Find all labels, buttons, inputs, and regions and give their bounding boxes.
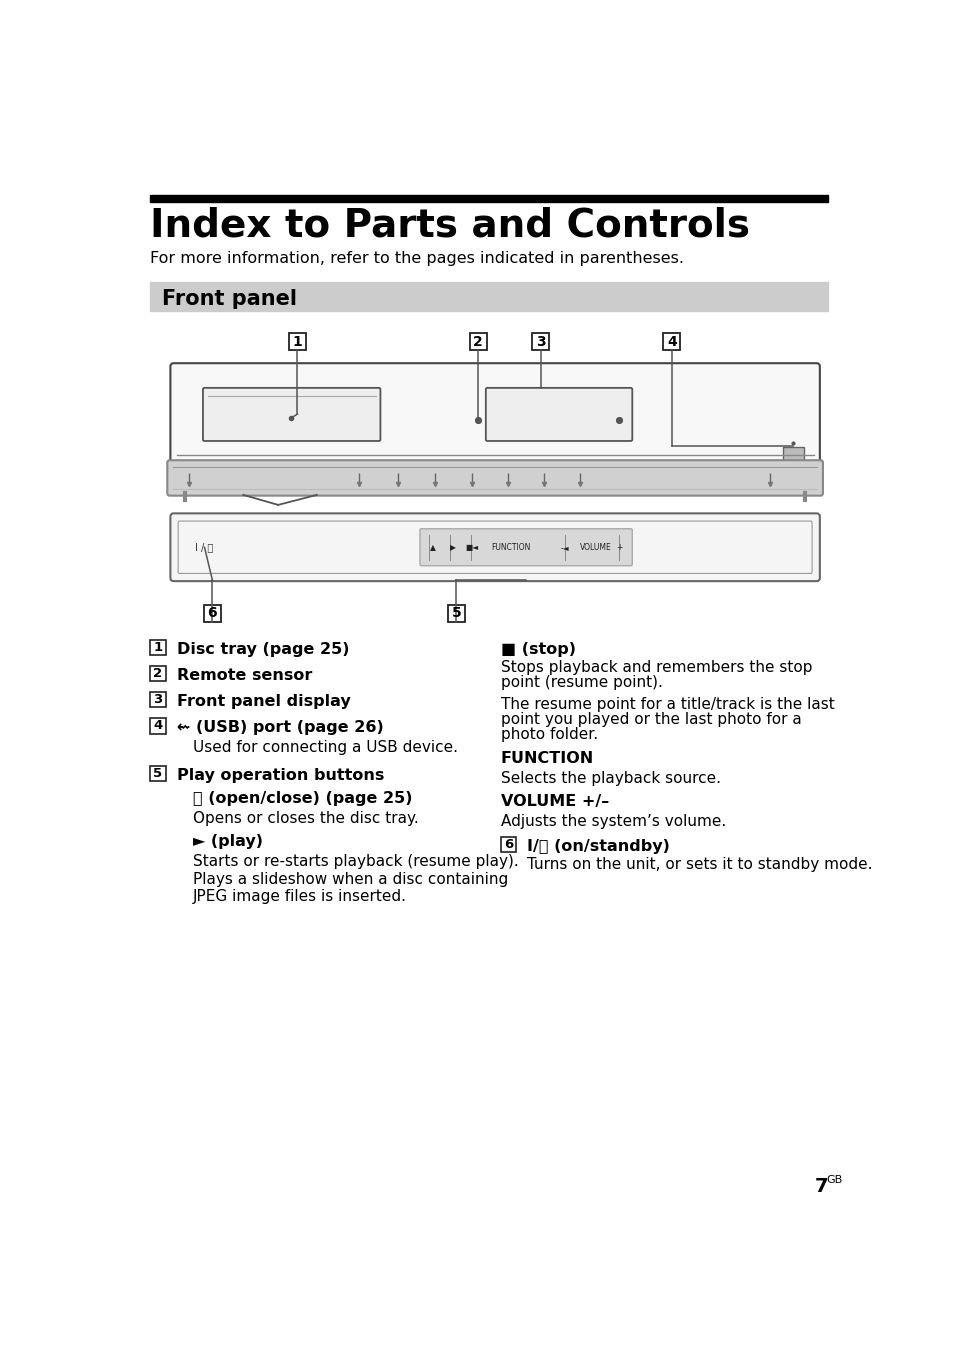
Text: 5: 5: [451, 607, 460, 621]
Text: VOLUME: VOLUME: [579, 542, 611, 552]
Text: ⇜ (USB) port (page 26): ⇜ (USB) port (page 26): [176, 721, 383, 735]
Text: ■ (stop): ■ (stop): [500, 642, 575, 657]
Bar: [662, 333, 679, 350]
Text: 2: 2: [473, 335, 482, 349]
Text: I/⏻ (on/standby): I/⏻ (on/standby): [526, 840, 669, 854]
Text: Stops playback and remembers the stop: Stops playback and remembers the stop: [500, 660, 811, 675]
Bar: [150, 767, 166, 781]
Text: FUNCTION: FUNCTION: [491, 542, 530, 552]
FancyBboxPatch shape: [167, 460, 822, 496]
Text: FUNCTION: FUNCTION: [500, 750, 593, 765]
Bar: [204, 604, 220, 622]
Text: I / ⏻: I / ⏻: [195, 542, 213, 552]
Text: +: +: [616, 542, 621, 552]
Bar: [469, 333, 486, 350]
Text: Index to Parts and Controls: Index to Parts and Controls: [150, 207, 749, 245]
Text: VOLUME +/–: VOLUME +/–: [500, 794, 608, 808]
Text: Opens or closes the disc tray.: Opens or closes the disc tray.: [193, 811, 418, 826]
Bar: [150, 665, 166, 681]
Text: 1: 1: [293, 335, 302, 349]
Bar: [150, 639, 166, 654]
Text: Starts or re-starts playback (resume play).: Starts or re-starts playback (resume pla…: [193, 853, 518, 869]
Text: 4: 4: [666, 335, 676, 349]
Text: Adjusts the system’s volume.: Adjusts the system’s volume.: [500, 814, 725, 829]
FancyBboxPatch shape: [419, 529, 632, 565]
Text: -◄: -◄: [560, 542, 569, 552]
Bar: [500, 837, 516, 852]
Text: Plays a slideshow when a disc containing: Plays a slideshow when a disc containing: [193, 872, 508, 887]
FancyBboxPatch shape: [203, 388, 380, 441]
Bar: [150, 718, 166, 734]
Bar: [150, 692, 166, 707]
Text: 7: 7: [814, 1178, 827, 1197]
Bar: [150, 195, 827, 201]
Text: 4: 4: [153, 719, 162, 733]
Text: Front panel display: Front panel display: [176, 695, 350, 710]
Text: GB: GB: [825, 1175, 841, 1184]
FancyBboxPatch shape: [485, 388, 632, 441]
Text: Selects the playback source.: Selects the playback source.: [500, 771, 720, 786]
Text: Front panel: Front panel: [162, 289, 296, 310]
Text: 3: 3: [153, 694, 162, 706]
Text: point (resume point).: point (resume point).: [500, 675, 661, 690]
Text: ► (play): ► (play): [193, 834, 263, 849]
Text: Disc tray (page 25): Disc tray (page 25): [176, 642, 349, 657]
Text: ■◄: ■◄: [465, 542, 478, 552]
Text: 6: 6: [207, 607, 217, 621]
Text: ▲: ▲: [430, 542, 436, 552]
Text: 6: 6: [503, 838, 513, 850]
Bar: [289, 333, 306, 350]
Text: For more information, refer to the pages indicated in parentheses.: For more information, refer to the pages…: [150, 250, 683, 266]
Text: 1: 1: [153, 641, 162, 654]
Bar: [150, 281, 827, 311]
Text: The resume point for a title/track is the last: The resume point for a title/track is th…: [500, 696, 834, 711]
Bar: [532, 333, 549, 350]
Text: Used for connecting a USB device.: Used for connecting a USB device.: [193, 740, 457, 754]
FancyBboxPatch shape: [171, 364, 819, 465]
Text: JPEG image files is inserted.: JPEG image files is inserted.: [193, 890, 406, 904]
Bar: [781, 448, 803, 464]
FancyBboxPatch shape: [171, 514, 819, 581]
Text: 5: 5: [153, 767, 162, 780]
Text: 2: 2: [153, 667, 162, 680]
Text: ▶: ▶: [449, 542, 455, 552]
Text: Play operation buttons: Play operation buttons: [176, 768, 383, 783]
Text: photo folder.: photo folder.: [500, 727, 597, 742]
Text: Turns on the unit, or sets it to standby mode.: Turns on the unit, or sets it to standby…: [526, 857, 871, 872]
Text: Remote sensor: Remote sensor: [176, 668, 312, 683]
Text: point you played or the last photo for a: point you played or the last photo for a: [500, 713, 801, 727]
Bar: [447, 604, 464, 622]
Text: 3: 3: [536, 335, 545, 349]
Text: ⏫ (open/close) (page 25): ⏫ (open/close) (page 25): [193, 791, 412, 806]
